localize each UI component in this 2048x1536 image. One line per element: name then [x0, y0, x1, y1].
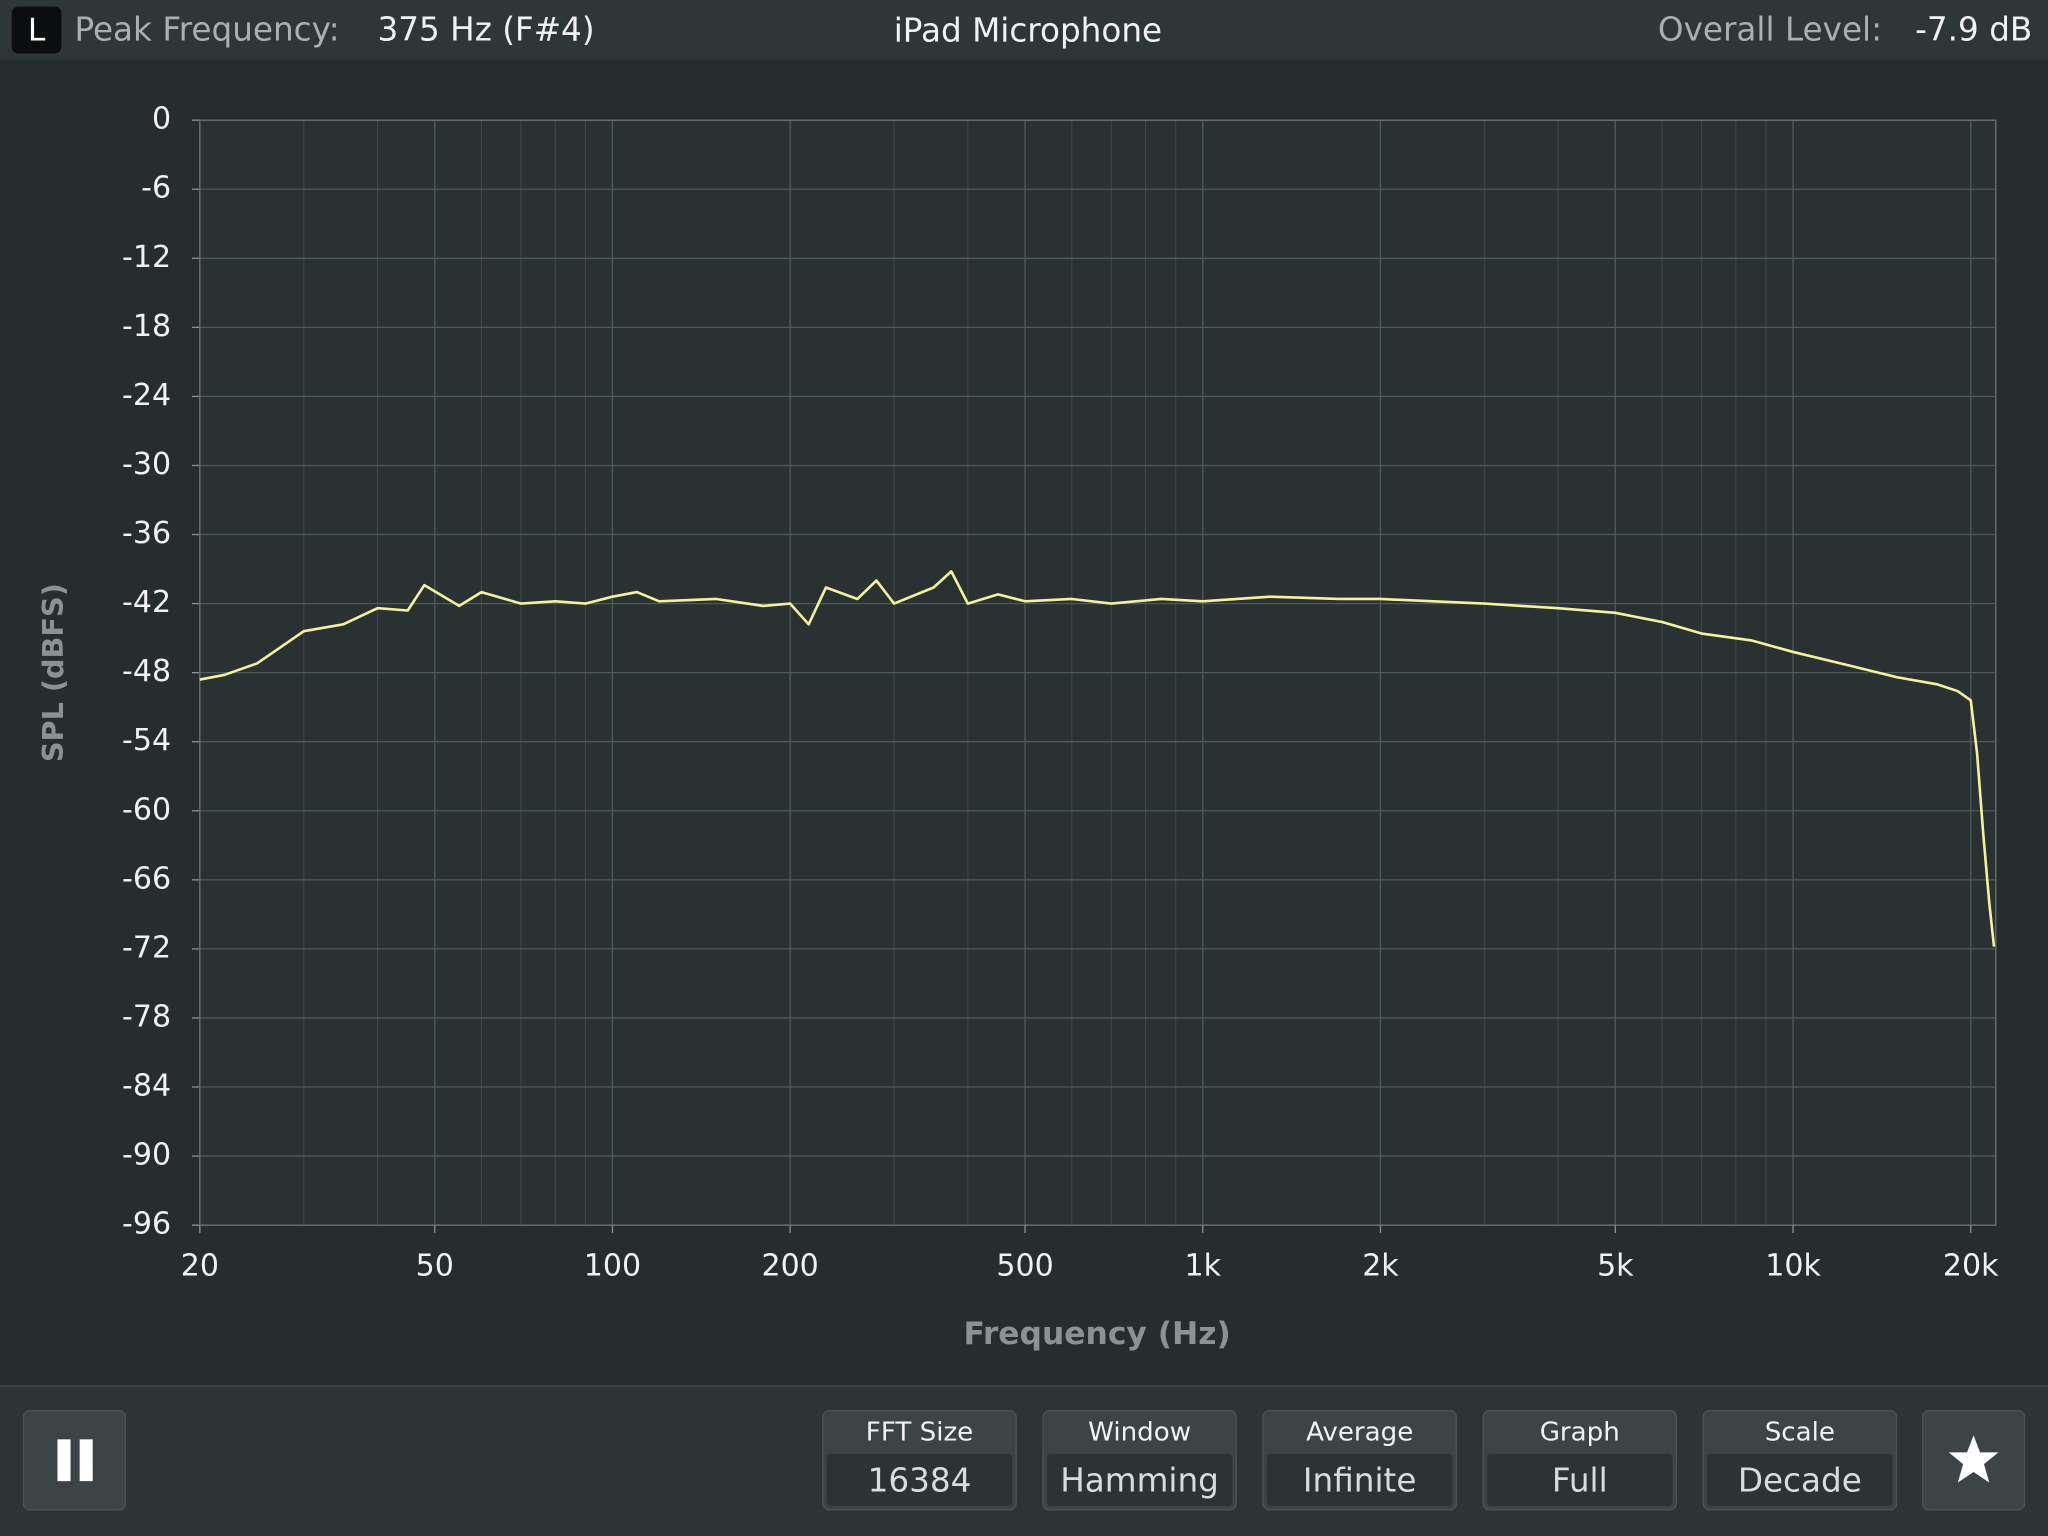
pause-icon — [79, 1439, 93, 1482]
y-tick-label: -66 — [122, 861, 171, 896]
y-tick-label: -60 — [122, 792, 171, 827]
x-tick-label: 20k — [1943, 1248, 1999, 1283]
channel-badge[interactable] — [11, 6, 62, 54]
y-tick-label: -36 — [122, 516, 171, 551]
y-tick-label: -48 — [122, 654, 171, 689]
button-value-field — [1046, 1453, 1233, 1506]
plot: 0 -6 -12 -18 -24 -30 -36 -42 -48 -54 -60 -66 -72 -78 -… — [122, 102, 1999, 1284]
y-tick-label: -54 — [122, 723, 171, 758]
button-label: Scale — [1765, 1417, 1835, 1447]
toolbar-button[interactable]: Graph Full — [1482, 1409, 1678, 1511]
x-tick-label: 500 — [996, 1248, 1053, 1283]
y-tick-label: -6 — [141, 171, 171, 206]
toolbar-button[interactable]: FFT Size 16384 — [822, 1409, 1017, 1511]
button-label: FFT Size — [866, 1417, 973, 1447]
y-tick-label: -78 — [122, 999, 171, 1034]
y-tick-label: -72 — [122, 930, 171, 965]
button-value: Hamming — [1060, 1461, 1219, 1499]
star-icon — [1948, 1435, 1999, 1483]
button-value-field — [1266, 1453, 1453, 1506]
y-tick-label: -96 — [122, 1207, 171, 1242]
x-tick-label: 1k — [1184, 1248, 1221, 1283]
y-tick-label: -12 — [122, 240, 171, 275]
favorite-button[interactable] — [1921, 1409, 2026, 1511]
y-axis-label: SPL (dBFS) — [36, 583, 70, 762]
y-tick-label: -24 — [122, 378, 171, 413]
toolbar: FFT Size 16384 Window Hamming Average Infinit… — [822, 1409, 1898, 1511]
toolbar-button[interactable]: Scale Decade — [1702, 1409, 1898, 1511]
toolbar-button[interactable]: Window Hamming — [1042, 1409, 1237, 1511]
x-tick-label: 2k — [1362, 1248, 1399, 1283]
x-tick-label: 10k — [1765, 1248, 1821, 1283]
button-value: Full — [1552, 1461, 1608, 1499]
y-tick-label: -84 — [122, 1069, 171, 1104]
x-tick-label: 100 — [584, 1248, 641, 1283]
channel: L — [28, 12, 46, 48]
plot-frame — [199, 119, 1997, 1226]
toolbar-button[interactable]: Average Infinite — [1262, 1409, 1457, 1511]
button-label: Average — [1306, 1417, 1413, 1447]
button-value: Decade — [1738, 1461, 1862, 1499]
pause-button-frame[interactable] — [22, 1409, 127, 1511]
y-tick-label: -42 — [122, 585, 171, 620]
button-value-field — [1707, 1453, 1893, 1506]
button-value-field — [1487, 1453, 1673, 1506]
pause-button[interactable] — [22, 1409, 127, 1511]
y-tick-label: -18 — [122, 309, 171, 344]
x-tick-label: 50 — [416, 1248, 454, 1283]
pause-icon — [57, 1439, 71, 1482]
button-label: Window — [1088, 1417, 1191, 1447]
level-label: Overall Level: — [1658, 10, 1882, 48]
source: iPad Microphone — [894, 12, 1162, 50]
y-tick-label: 0 — [152, 102, 171, 137]
top-bar — [0, 0, 2048, 61]
button-value-field — [826, 1453, 1013, 1506]
button-value: Infinite — [1303, 1461, 1417, 1499]
peak-label: Peak Frequency: — [74, 10, 339, 48]
level-value: -7.9 dB — [1915, 10, 2032, 48]
x-tick-label: 20 — [181, 1248, 219, 1283]
y-tick-label: -90 — [122, 1138, 171, 1173]
y-tick-label: -30 — [122, 447, 171, 482]
x-tick-label: 200 — [761, 1248, 818, 1283]
spectrum-line — [199, 570, 1996, 947]
x-axis-label: Frequency (Hz) — [963, 1316, 1230, 1352]
button-value: 16384 — [868, 1461, 972, 1499]
button-label: Graph — [1540, 1417, 1620, 1447]
x-tick-label: 5k — [1597, 1248, 1634, 1283]
peak-value: 375 Hz (F#4) — [377, 10, 594, 48]
